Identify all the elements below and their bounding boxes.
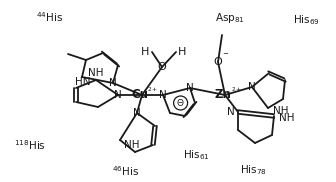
Text: $^{2+}$: $^{2+}$	[231, 86, 243, 96]
Text: N: N	[227, 107, 235, 117]
Text: Cu: Cu	[131, 88, 149, 102]
Text: $^{2+}$: $^{2+}$	[147, 86, 159, 96]
Text: N: N	[248, 82, 256, 92]
Text: H: H	[178, 47, 186, 57]
Text: NH: NH	[124, 140, 139, 150]
Text: NH: NH	[88, 68, 103, 78]
Text: NH: NH	[279, 113, 294, 123]
Text: N: N	[186, 83, 194, 93]
Text: $^{46}$His: $^{46}$His	[112, 164, 139, 178]
Text: H: H	[141, 47, 149, 57]
Text: $^{118}$His: $^{118}$His	[14, 138, 46, 152]
Text: HN: HN	[75, 77, 90, 87]
Text: His$_{78}$: His$_{78}$	[240, 163, 267, 177]
Text: Asp$_{81}$: Asp$_{81}$	[215, 11, 245, 25]
Text: $^{-}$: $^{-}$	[222, 51, 229, 61]
Text: $^{44}$His: $^{44}$His	[36, 10, 63, 24]
Text: N: N	[133, 108, 141, 118]
Text: N: N	[114, 90, 122, 100]
Text: His$_{61}$: His$_{61}$	[183, 148, 210, 162]
Text: O: O	[158, 62, 166, 72]
Text: O: O	[214, 57, 222, 67]
Text: NH: NH	[273, 106, 289, 116]
Text: $\Theta$: $\Theta$	[176, 98, 185, 108]
Text: His$_{69}$: His$_{69}$	[293, 13, 320, 27]
Text: N: N	[109, 78, 117, 88]
Text: N: N	[159, 90, 167, 100]
Text: Zn: Zn	[215, 88, 232, 102]
